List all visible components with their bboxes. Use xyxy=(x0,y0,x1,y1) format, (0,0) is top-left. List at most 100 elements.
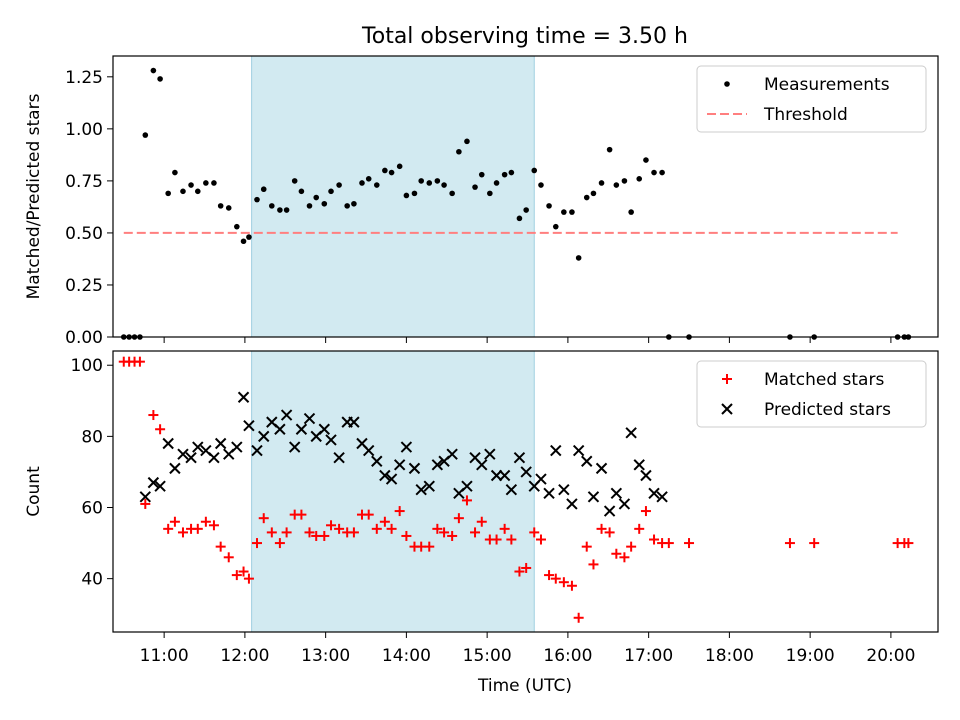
data-point xyxy=(298,188,305,195)
data-point xyxy=(157,76,163,82)
data-point xyxy=(192,441,204,453)
data-point xyxy=(365,176,372,182)
data-point xyxy=(478,171,485,178)
y-tick-label: 0.25 xyxy=(65,276,103,296)
x-tick-label: 13:00 xyxy=(301,646,350,666)
data-point xyxy=(656,491,668,503)
data-point xyxy=(277,207,283,213)
x-tick-label: 20:00 xyxy=(866,646,915,666)
data-point xyxy=(439,527,450,538)
data-point xyxy=(386,523,397,534)
data-point xyxy=(348,416,360,428)
data-point xyxy=(139,491,152,503)
data-point xyxy=(648,487,660,499)
legend: Measurements Threshold xyxy=(696,65,927,133)
data-point xyxy=(634,523,645,534)
data-point xyxy=(280,409,293,421)
data-point xyxy=(596,523,607,534)
observing-window-span xyxy=(251,351,535,632)
data-point xyxy=(214,437,227,450)
data-point xyxy=(401,530,412,541)
data-point xyxy=(514,566,525,577)
chart-title: Total observing time = 3.50 h xyxy=(361,24,688,49)
data-point xyxy=(493,180,500,186)
y-tick-label: 0.75 xyxy=(65,172,103,192)
data-point xyxy=(325,434,337,446)
data-point xyxy=(491,534,502,545)
data-point xyxy=(154,480,166,492)
data-point xyxy=(147,476,160,489)
data-point xyxy=(283,207,290,213)
data-point xyxy=(321,200,328,207)
data-point xyxy=(449,190,455,197)
data-point xyxy=(177,448,189,460)
data-point xyxy=(185,452,197,464)
x-axis-label: Time (UTC) xyxy=(477,676,572,696)
data-point xyxy=(215,541,226,552)
legend-marker-dot xyxy=(724,81,730,87)
data-point xyxy=(348,527,359,538)
data-point xyxy=(613,182,620,188)
data-point xyxy=(240,238,247,245)
y-tick-label: 1.25 xyxy=(65,68,103,88)
data-point xyxy=(784,538,795,549)
data-point xyxy=(610,487,623,499)
data-point xyxy=(625,427,637,439)
legend-box xyxy=(696,360,927,428)
data-point xyxy=(447,530,458,541)
data-point xyxy=(363,509,374,520)
data-point xyxy=(423,480,435,492)
data-point xyxy=(258,513,269,524)
data-point xyxy=(487,190,493,197)
legend: Matched stars Predicted stars xyxy=(696,360,927,428)
data-point xyxy=(550,444,562,457)
data-point xyxy=(651,169,657,176)
data-point xyxy=(636,176,643,182)
y-tick-label: 40 xyxy=(81,570,103,590)
legend-label: Predicted stars xyxy=(764,400,891,420)
data-point xyxy=(552,223,559,230)
data-point xyxy=(684,538,695,549)
data-point xyxy=(587,491,600,503)
data-point xyxy=(231,441,243,453)
data-point xyxy=(544,570,555,581)
legend-marker-plus xyxy=(722,374,732,384)
data-point xyxy=(258,430,270,443)
data-point xyxy=(583,194,590,201)
data-point xyxy=(225,205,232,211)
data-point xyxy=(379,516,390,527)
data-point xyxy=(431,459,444,471)
y-tick-label: 100 xyxy=(71,356,103,376)
data-point xyxy=(194,188,201,195)
data-point xyxy=(274,423,286,435)
legend-marker-x xyxy=(721,403,733,415)
data-point xyxy=(604,527,615,538)
data-point xyxy=(318,423,331,435)
data-point xyxy=(217,203,224,209)
y-axis-label: Matched/Predicted stars xyxy=(24,93,44,299)
legend-label: Threshold xyxy=(763,105,848,125)
ratio-panel: 0.00 0.25 0.50 0.75 1.00 1.25 Matched/Predicte… xyxy=(24,55,939,348)
data-point xyxy=(595,462,608,475)
data-point xyxy=(211,180,217,186)
data-point xyxy=(351,200,357,207)
y-tick-label: 0.50 xyxy=(65,224,103,244)
data-point xyxy=(326,520,337,531)
data-point xyxy=(336,182,342,188)
data-point xyxy=(628,209,634,215)
data-point xyxy=(306,203,313,209)
y-tick-label: 1.00 xyxy=(65,120,103,140)
y-tick-label: 80 xyxy=(81,427,103,447)
data-point xyxy=(169,516,180,527)
data-point xyxy=(470,527,481,538)
data-point xyxy=(303,412,316,425)
data-point xyxy=(566,580,577,591)
data-point xyxy=(208,452,220,464)
data-point xyxy=(513,452,526,464)
data-point xyxy=(385,473,398,485)
data-point xyxy=(288,441,301,453)
data-point xyxy=(426,180,433,186)
data-point xyxy=(506,534,517,545)
data-point xyxy=(521,562,532,573)
data-point xyxy=(456,148,462,155)
